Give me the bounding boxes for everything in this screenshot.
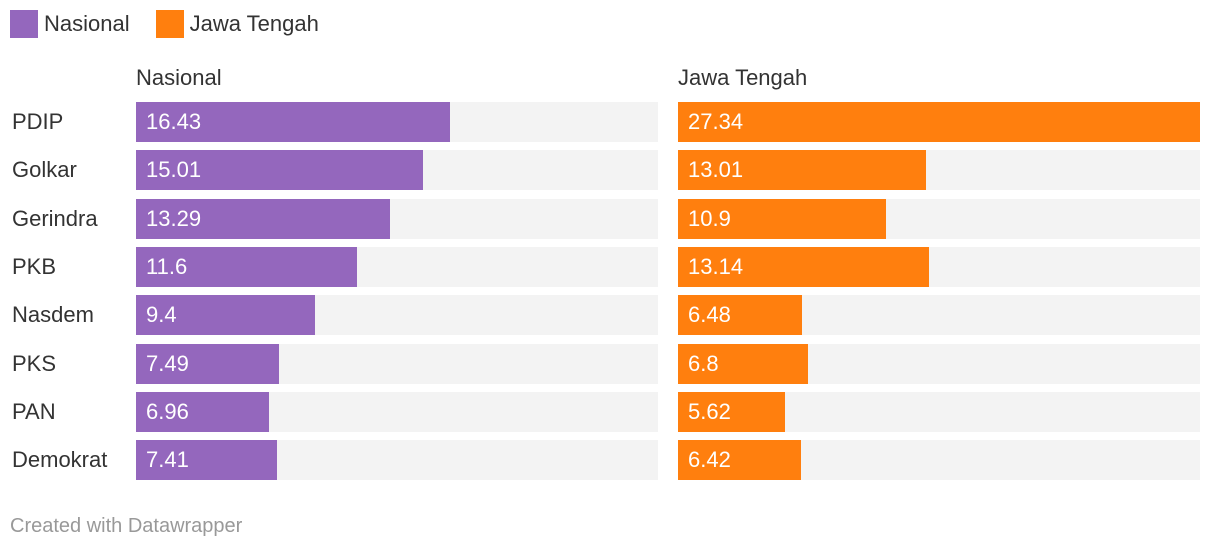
category-label-nasdem: Nasdem bbox=[12, 302, 94, 328]
bar-value-jawa-tengah-nasdem: 6.48 bbox=[688, 302, 731, 328]
bar-value-jawa-tengah-pan: 5.62 bbox=[688, 398, 731, 424]
bar-jawa-tengah-nasdem bbox=[678, 295, 802, 336]
bar-value-nasional-nasdem: 9.4 bbox=[146, 302, 177, 328]
bar-nasional-gerindra bbox=[136, 198, 390, 239]
legend-label-jawa-tengah: Jawa Tengah bbox=[189, 11, 319, 36]
category-label-pkb: PKB bbox=[12, 253, 57, 279]
bar-track-jawa-tengah-nasdem: 6.48 bbox=[678, 295, 1200, 336]
bar-nasional-golkar bbox=[136, 150, 423, 191]
bar-value-jawa-tengah-demokrat: 6.42 bbox=[688, 447, 731, 473]
bar-track-nasional-nasdem: 9.4 bbox=[136, 295, 658, 336]
bar-track-nasional-gerindra: 13.29 bbox=[136, 198, 658, 239]
category-label-gerindra: Gerindra bbox=[12, 205, 98, 231]
legend-swatch-jawa-tengah bbox=[155, 10, 184, 38]
bar-track-jawa-tengah-pkb: 13.14 bbox=[678, 246, 1200, 287]
bar-value-nasional-demokrat: 7.41 bbox=[146, 447, 189, 473]
bar-nasional-pks bbox=[136, 343, 279, 384]
bar-value-jawa-tengah-pks: 6.8 bbox=[688, 350, 719, 376]
bar-track-nasional-pkb: 11.6 bbox=[136, 246, 658, 287]
bar-nasional-pdip bbox=[136, 102, 450, 142]
bar-value-nasional-pkb: 11.6 bbox=[146, 253, 188, 279]
bar-jawa-tengah-golkar bbox=[678, 150, 927, 191]
credit-text: Created with Datawrapper bbox=[10, 515, 243, 537]
legend-item-nasional: Nasional bbox=[10, 10, 130, 38]
category-label-pks: PKS bbox=[12, 350, 57, 376]
bar-track-jawa-tengah-demokrat: 6.42 bbox=[678, 440, 1200, 481]
category-label-pdip: PDIP bbox=[12, 109, 64, 134]
bar-track-jawa-tengah-pks: 6.8 bbox=[678, 343, 1200, 384]
bar-jawa-tengah-pan bbox=[678, 391, 786, 432]
bar-track-jawa-tengah-gerindra: 10.9 bbox=[678, 198, 1200, 239]
bar-nasional-pkb bbox=[136, 246, 358, 287]
legend-swatch-nasional bbox=[10, 10, 38, 38]
bar-value-nasional-pdip: 16.43 bbox=[146, 109, 202, 134]
category-label-golkar: Golkar bbox=[12, 157, 77, 183]
bar-track-nasional-pks: 7.49 bbox=[136, 343, 658, 384]
bar-jawa-tengah-pdip bbox=[678, 102, 1200, 142]
bar-value-jawa-tengah-pdip: 27.34 bbox=[688, 109, 744, 134]
bar-nasional-demokrat bbox=[136, 440, 278, 481]
bar-jawa-tengah-demokrat bbox=[678, 440, 801, 481]
bar-track-jawa-tengah-pan: 5.62 bbox=[678, 391, 1200, 432]
bar-track-nasional-golkar: 15.01 bbox=[136, 150, 658, 191]
panel-title-nasional: Nasional bbox=[136, 65, 222, 90]
legend-label-nasional: Nasional bbox=[44, 11, 130, 36]
bar-value-jawa-tengah-gerindra: 10.9 bbox=[688, 205, 731, 231]
bar-nasional-nasdem bbox=[136, 295, 316, 336]
bar-track-nasional-pan: 6.96 bbox=[136, 391, 658, 432]
bar-jawa-tengah-pks bbox=[678, 343, 808, 384]
category-label-pan: PAN bbox=[12, 398, 56, 424]
bar-value-nasional-pan: 6.96 bbox=[146, 398, 189, 424]
legend-item-jawa-tengah: Jawa Tengah bbox=[155, 10, 319, 38]
bar-track-nasional-pdip: 16.43 bbox=[136, 102, 658, 142]
bar-value-jawa-tengah-golkar: 13.01 bbox=[688, 157, 744, 183]
bar-track-jawa-tengah-golkar: 13.01 bbox=[678, 150, 1200, 191]
bar-nasional-pan bbox=[136, 391, 269, 432]
bar-value-nasional-golkar: 15.01 bbox=[146, 157, 202, 183]
bar-jawa-tengah-gerindra bbox=[678, 198, 887, 239]
legend: Nasional Jawa Tengah bbox=[10, 10, 345, 38]
bar-track-jawa-tengah-pdip: 27.34 bbox=[678, 102, 1200, 142]
bar-track-nasional-demokrat: 7.41 bbox=[136, 440, 658, 481]
panel-title-jawa-tengah: Jawa Tengah bbox=[678, 65, 808, 90]
category-label-demokrat: Demokrat bbox=[12, 447, 108, 473]
bar-value-nasional-gerindra: 13.29 bbox=[146, 205, 202, 231]
bar-value-jawa-tengah-pkb: 13.14 bbox=[688, 253, 744, 279]
bar-jawa-tengah-pkb bbox=[678, 246, 929, 287]
bar-value-nasional-pks: 7.49 bbox=[146, 350, 189, 376]
